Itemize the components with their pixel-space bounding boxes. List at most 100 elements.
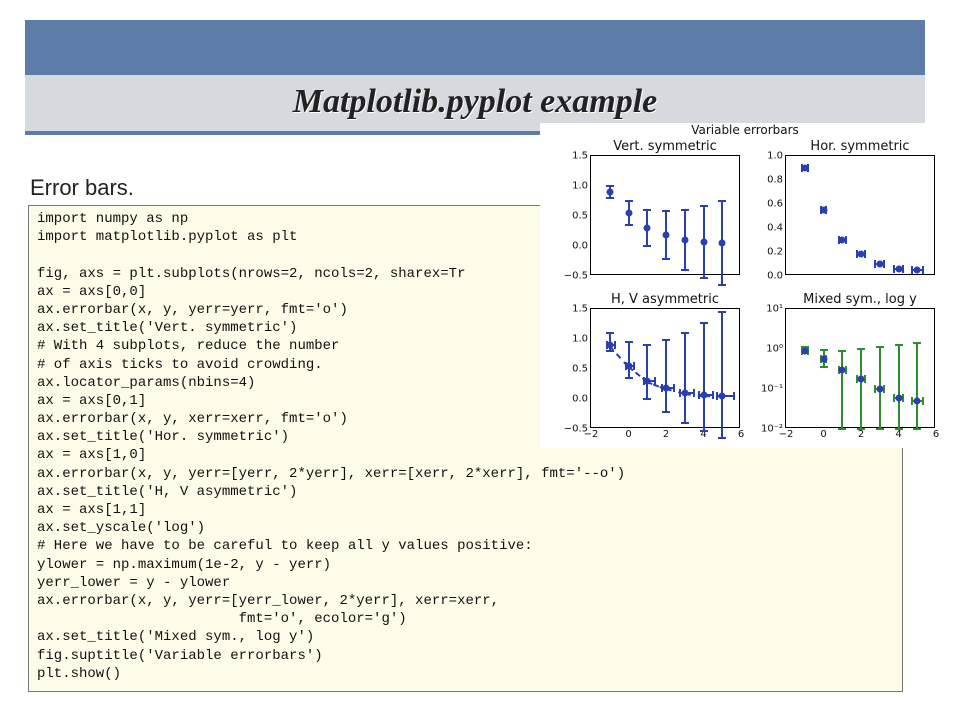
errorbar-cap	[913, 428, 921, 430]
errorbar-cap	[876, 428, 884, 430]
data-marker	[839, 366, 846, 373]
errorbar-vertical	[646, 345, 648, 399]
errorbar-cap	[700, 205, 708, 207]
errorbar-cap	[700, 277, 708, 279]
ytick-label: 0.4	[767, 223, 786, 234]
errorbar-cap	[857, 348, 865, 350]
errorbar-cap	[643, 209, 651, 211]
subplot-p10: H, V asymmetric−0.50.00.51.01.5−20246	[590, 308, 740, 428]
errorbar-cap	[733, 392, 735, 400]
subplot-title: H, V asymmetric	[591, 292, 739, 307]
errorbar-cap	[857, 428, 865, 430]
ytick-label: 1.0	[767, 151, 786, 162]
data-marker	[644, 225, 651, 232]
subplot-title: Mixed sym., log y	[786, 292, 934, 307]
errorbar-cap	[895, 344, 903, 346]
errorbar-cap	[643, 245, 651, 247]
errorbar-vertical	[684, 333, 686, 423]
errorbar-cap	[902, 265, 904, 273]
errorbar-cap	[662, 210, 670, 212]
subplot-title: Vert. symmetric	[591, 139, 739, 154]
errorbar-cap	[883, 385, 885, 393]
ytick-label: 0.5	[572, 211, 591, 222]
errorbar-cap	[700, 322, 708, 324]
xtick-label: 6	[933, 427, 939, 440]
ytick-label: 0.5	[572, 364, 591, 375]
data-marker	[700, 239, 707, 246]
figure-suptitle: Variable errorbars	[540, 123, 950, 137]
errorbar-cap	[838, 350, 846, 352]
errorbar-cap	[895, 428, 903, 430]
errorbar-cap	[911, 266, 913, 274]
data-marker	[876, 386, 883, 393]
ytick-label: 10⁻¹	[761, 384, 786, 395]
data-marker	[820, 356, 827, 363]
xtick-label: 0	[820, 427, 826, 440]
errorbar-vertical	[916, 343, 918, 429]
errorbar-cap	[606, 185, 614, 187]
data-marker	[895, 394, 902, 401]
slide-banner: Matplotlib.pyplot example	[25, 20, 925, 135]
errorbar-cap	[681, 209, 689, 211]
errorbar-cap	[614, 341, 616, 349]
errorbar-cap	[922, 397, 924, 405]
errorbar-cap	[643, 398, 651, 400]
errorbar-vertical	[628, 342, 630, 378]
xtick-label: −2	[779, 427, 794, 440]
errorbar-cap	[681, 332, 689, 334]
errorbar-cap	[718, 200, 726, 202]
subplot-p00: Vert. symmetric−0.50.00.51.01.5	[590, 155, 740, 275]
errorbar-cap	[838, 428, 846, 430]
errorbar-cap	[625, 224, 633, 226]
errorbar-cap	[911, 397, 913, 405]
ytick-label: 1.5	[572, 304, 591, 315]
errorbar-cap	[820, 349, 828, 351]
errorbar-cap	[913, 342, 921, 344]
errorbar-cap	[922, 266, 924, 274]
ytick-label: 0.2	[767, 247, 786, 258]
ytick-label: 1.0	[572, 334, 591, 345]
data-marker	[719, 240, 726, 247]
data-marker	[625, 210, 632, 217]
data-marker	[858, 251, 865, 258]
section-subtitle: Error bars.	[30, 175, 134, 201]
data-marker	[914, 398, 921, 405]
errorbar-cap	[820, 366, 828, 368]
errorbar-cap	[718, 311, 726, 313]
ytick-label: −0.5	[564, 271, 591, 282]
xtick-label: −2	[584, 427, 599, 440]
errorbar-vertical	[721, 312, 723, 438]
errorbar-cap	[681, 269, 689, 271]
data-marker	[914, 267, 921, 274]
errorbar-cap	[643, 344, 651, 346]
data-marker	[895, 265, 902, 272]
errorbar-cap	[883, 260, 885, 268]
errorbar-cap	[681, 422, 689, 424]
errorbar-cap	[662, 411, 670, 413]
ytick-label: 0.0	[572, 241, 591, 252]
ytick-label: 0.0	[767, 271, 786, 282]
ytick-label: 1.0	[572, 181, 591, 192]
xtick-label: 6	[738, 427, 744, 440]
errorbar-cap	[718, 437, 726, 439]
ytick-label: 10⁰	[766, 344, 786, 355]
errorbar-cap	[625, 200, 633, 202]
errorbar-cap	[625, 341, 633, 343]
errorbar-cap	[700, 430, 708, 432]
data-marker	[719, 393, 726, 400]
data-marker	[681, 237, 688, 244]
data-marker	[876, 261, 883, 268]
errorbar-cap	[662, 258, 670, 260]
errorbar-cap	[662, 339, 670, 341]
data-marker	[801, 165, 808, 172]
ytick-label: 1.5	[572, 151, 591, 162]
data-marker	[839, 237, 846, 244]
ytick-label: 10¹	[766, 304, 786, 315]
errorbar-cap	[718, 284, 726, 286]
errorbar-vertical	[860, 349, 862, 429]
data-marker	[820, 207, 827, 214]
subplot-title: Hor. symmetric	[786, 139, 934, 154]
errorbar-cap	[902, 394, 904, 402]
errorbar-vertical	[665, 340, 667, 412]
ytick-label: 0.8	[767, 175, 786, 186]
